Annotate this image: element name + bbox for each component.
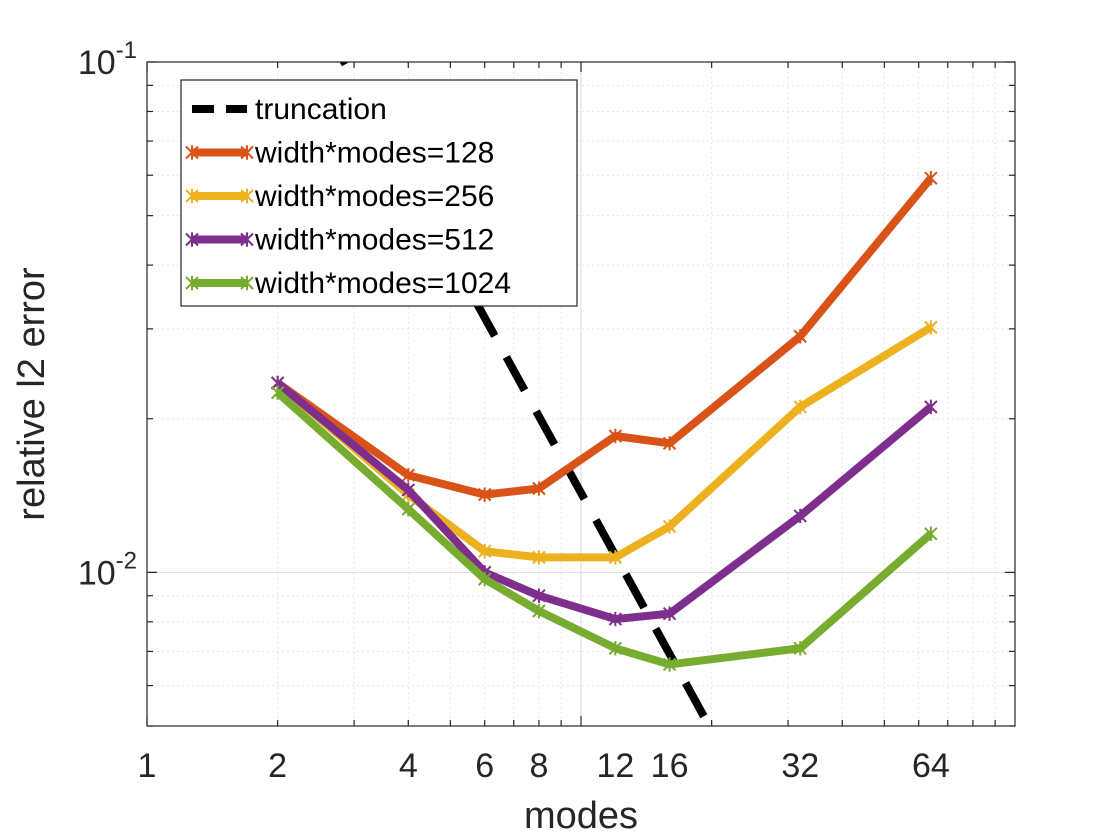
legend-marker	[185, 145, 199, 160]
data-point-marker	[662, 436, 677, 451]
data-point-marker	[478, 487, 492, 502]
x-axis-label: modes	[524, 795, 638, 837]
x-tick-label: 4	[399, 747, 418, 785]
x-tick-label: 32	[781, 747, 819, 785]
data-point-marker	[662, 606, 677, 621]
x-tick-label: 16	[651, 747, 689, 785]
legend-item: width*modes=128	[185, 137, 494, 170]
x-tick-label: 8	[529, 747, 548, 785]
data-point-marker	[532, 603, 546, 619]
data-point-marker	[478, 571, 492, 587]
data-point-marker	[924, 170, 938, 186]
y-tick-labels: 10-110-2	[78, 37, 137, 592]
x-tick-label: 2	[268, 747, 287, 785]
legend-label: width*modes=128	[254, 137, 494, 170]
series-line-1	[275, 175, 934, 499]
legend-marker	[240, 232, 254, 247]
legend-item: width*modes=512	[185, 224, 494, 257]
data-point-marker	[532, 588, 546, 603]
data-point-marker	[270, 385, 285, 400]
y-tick-label: 10-2	[78, 547, 137, 592]
y-tick-exponent: -1	[116, 37, 137, 64]
x-tick-label: 1	[138, 747, 157, 785]
data-point-marker	[793, 329, 807, 344]
legend-item: width*modes=256	[185, 180, 494, 213]
legend-marker	[240, 145, 254, 160]
legend-marker	[185, 188, 199, 204]
x-tick-labels: 1 2 4 6 8 12 16 32 64	[138, 747, 950, 785]
data-point-marker	[608, 611, 623, 627]
data-point-marker	[793, 399, 807, 415]
data-point-marker	[608, 550, 623, 565]
legend-marker	[240, 275, 254, 291]
legend-marker	[185, 232, 199, 247]
data-point-marker	[532, 550, 546, 565]
legend-label: width*modes=512	[254, 224, 494, 257]
data-point-marker	[924, 526, 938, 542]
data-point-marker	[608, 641, 623, 656]
legend-item: truncation	[192, 93, 387, 126]
legend: truncation width*modes=128 width*modes=256…	[180, 79, 578, 307]
y-tick-exponent: -2	[116, 547, 137, 574]
y-tick-base: 10	[78, 554, 116, 592]
axis-ticks	[146, 61, 1015, 727]
data-point-marker	[924, 320, 938, 335]
legend-marker	[240, 188, 254, 204]
data-point-marker	[478, 544, 492, 559]
data-point-marker	[793, 641, 807, 656]
data-point-marker	[532, 481, 546, 496]
y-tick-base: 10	[78, 44, 116, 82]
series-line-4	[274, 389, 934, 669]
data-point-marker	[662, 519, 677, 534]
legend-label: width*modes=1024	[254, 267, 511, 300]
legend-marker	[185, 275, 199, 291]
legend-label: truncation	[255, 93, 387, 126]
y-axis-label: relative l2 error	[11, 267, 53, 521]
x-tick-label: 12	[596, 747, 634, 785]
y-tick-label: 10-1	[78, 37, 137, 82]
data-point-marker	[793, 508, 807, 524]
x-tick-label: 6	[475, 747, 494, 785]
data-point-marker	[401, 482, 416, 498]
legend-item: width*modes=1024	[185, 267, 511, 300]
data-point-marker	[662, 657, 677, 672]
legend-label: width*modes=256	[254, 180, 494, 213]
series-line-3	[275, 379, 934, 624]
data-point-marker	[608, 428, 623, 444]
data-point-marker	[401, 501, 416, 517]
data-point-marker	[401, 468, 416, 483]
data-point-marker	[924, 399, 938, 415]
x-tick-label: 64	[912, 747, 950, 785]
